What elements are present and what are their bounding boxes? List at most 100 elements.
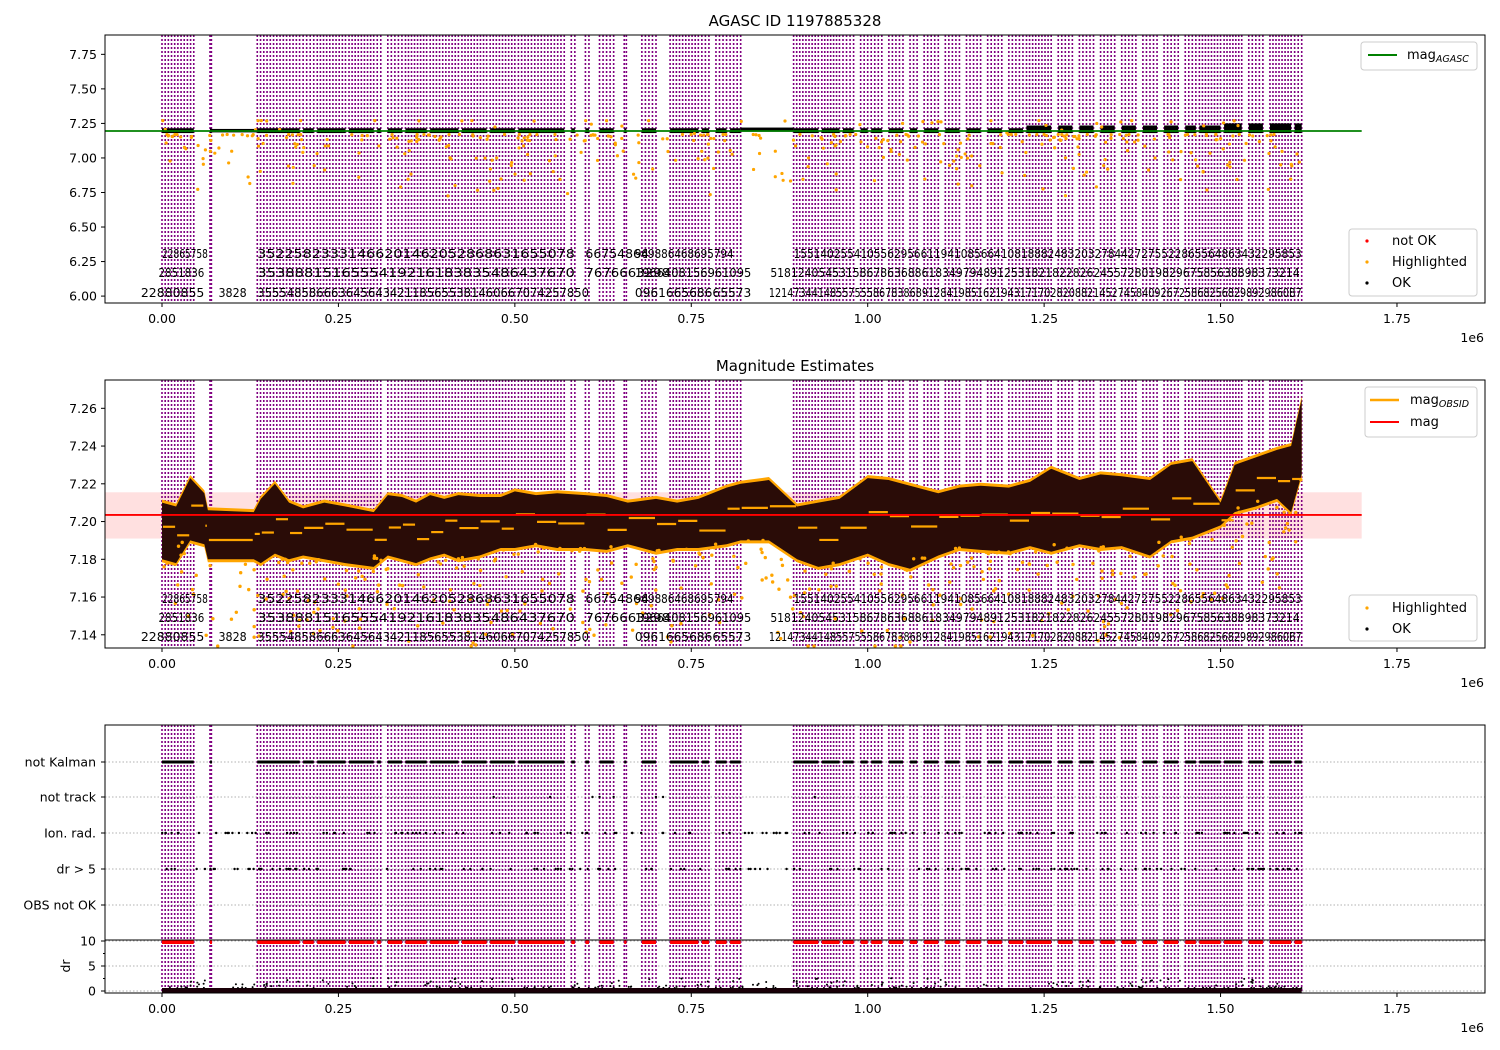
- y-tick-label: 7.75: [69, 47, 97, 62]
- dr-gt-5-point: [1288, 867, 1291, 871]
- highlighted-point: [1096, 639, 1100, 643]
- highlighted-point: [357, 607, 361, 611]
- highlighted-point: [717, 620, 722, 625]
- highlighted-point: [637, 160, 641, 165]
- legend-label-not-ok: not OK: [1392, 234, 1437, 249]
- highlighted-point: [757, 151, 762, 156]
- highlighted-point: [292, 613, 296, 617]
- highlighted-point: [299, 132, 303, 137]
- dr-point: [453, 977, 456, 980]
- highlighted-point: [264, 133, 269, 137]
- dr-point: [1187, 986, 1190, 989]
- dr-point: [479, 986, 482, 989]
- highlighted-point: [1118, 132, 1122, 137]
- legend-marker-highlighted-2: [1365, 606, 1369, 610]
- ion-rad-point: [721, 831, 725, 835]
- highlighted-point: [579, 150, 583, 154]
- highlighted-point: [1007, 631, 1012, 636]
- highlighted-point: [308, 561, 312, 566]
- dr-gt-5-point: [441, 867, 444, 871]
- highlighted-point: [296, 133, 300, 137]
- highlighted-point: [1102, 624, 1107, 629]
- dr-point: [1213, 987, 1216, 989]
- highlighted-point: [923, 142, 927, 146]
- obsid-label: 096166568665573: [635, 285, 751, 300]
- dr-point: [673, 986, 676, 989]
- ion-rad-point: [911, 831, 914, 835]
- dr-gt-5-point: [1194, 867, 1197, 871]
- dr-point: [197, 983, 200, 986]
- dr-point: [351, 982, 354, 985]
- dr-point: [1267, 985, 1270, 988]
- dr-point: [829, 987, 832, 989]
- highlighted-point: [1037, 119, 1041, 123]
- ion-rad-point: [533, 831, 537, 835]
- highlighted-point: [165, 561, 169, 565]
- dr-point: [394, 984, 397, 987]
- highlighted-point: [732, 554, 736, 559]
- highlighted-point: [1194, 158, 1198, 162]
- highlighted-point: [331, 616, 336, 621]
- highlighted-point: [1104, 140, 1108, 144]
- ok-points-envelope: [162, 398, 1302, 569]
- dr-point: [1051, 986, 1054, 989]
- dr-point: [795, 982, 798, 985]
- highlighted-point: [1060, 601, 1064, 605]
- highlighted-point: [407, 148, 411, 153]
- highlighted-point: [1117, 635, 1122, 640]
- dr-clipped-points: [821, 940, 840, 944]
- dr-point: [372, 977, 375, 980]
- dr-clipped-points: [730, 940, 741, 944]
- highlighted-point: [1094, 185, 1098, 189]
- dr-point: [816, 977, 819, 980]
- highlighted-point: [397, 583, 402, 587]
- highlighted-point: [252, 635, 256, 639]
- highlighted-point: [834, 143, 838, 147]
- ion-rad-point: [462, 831, 465, 835]
- ion-rad-point: [161, 831, 164, 835]
- dr-point: [1081, 984, 1084, 987]
- highlighted-point: [277, 560, 281, 565]
- highlighted-point: [970, 607, 974, 611]
- highlighted-point: [291, 181, 295, 185]
- dr-gt-5-point: [917, 867, 921, 871]
- dr-gt-5-point: [1035, 867, 1038, 871]
- dr-gt-5-point: [289, 867, 292, 871]
- ion-rad-point: [751, 831, 754, 835]
- highlighted-point: [1237, 561, 1242, 566]
- not-kalman-points: [860, 760, 868, 764]
- highlighted-point: [959, 155, 963, 160]
- highlighted-point: [930, 121, 934, 125]
- highlighted-point: [584, 630, 588, 634]
- ion-rad-point: [983, 831, 986, 835]
- dr-gt-5-point: [966, 867, 969, 871]
- highlighted-point: [661, 137, 665, 141]
- dr-gt-5-point: [766, 867, 769, 871]
- dr-point: [1052, 982, 1055, 985]
- highlighted-point: [454, 566, 459, 570]
- highlighted-point: [357, 626, 362, 630]
- dr-gt-5-point: [1032, 867, 1035, 871]
- x-tick-label: 1.50: [1207, 656, 1235, 671]
- highlighted-point: [499, 177, 503, 181]
- dr-point: [275, 980, 278, 983]
- ion-rad-point: [1001, 831, 1005, 835]
- highlighted-point: [859, 140, 863, 144]
- highlighted-point: [895, 133, 899, 137]
- ion-rad-point: [1297, 831, 1301, 835]
- highlighted-point: [1227, 573, 1231, 578]
- highlighted-point: [898, 635, 902, 640]
- dr-point: [1295, 986, 1298, 989]
- dr-point: [756, 984, 759, 987]
- highlighted-point: [652, 567, 656, 572]
- legend-label-obsid: magOBSID: [1410, 393, 1469, 410]
- highlighted-point: [444, 558, 448, 562]
- highlighted-point: [1157, 540, 1161, 545]
- highlighted-point: [1065, 133, 1069, 137]
- obsid-annotations-panel2: 22865758 35225823331466201462052868631655…: [141, 591, 1302, 644]
- highlighted-point: [1235, 177, 1239, 182]
- highlighted-point: [415, 132, 419, 137]
- legend-upper-panel1: magAGASC: [1360, 41, 1478, 71]
- highlighted-point: [280, 557, 285, 561]
- highlighted-point: [1084, 170, 1089, 174]
